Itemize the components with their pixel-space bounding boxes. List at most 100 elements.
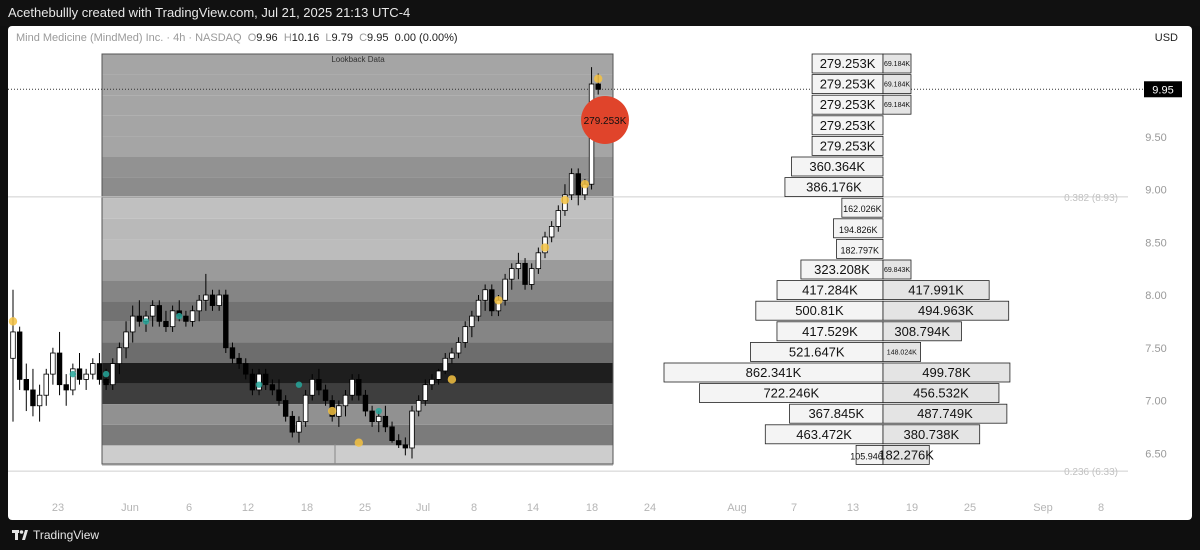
poc-marker-label: 279.253K: [584, 116, 627, 127]
profile-label-left: 862.341K: [746, 365, 802, 380]
tradingview-brand[interactable]: TradingView: [12, 528, 99, 542]
candle-body: [123, 331, 129, 349]
profile-bar-left: [811, 136, 884, 156]
candle-body: [509, 268, 515, 280]
profile-label-right: 148.024K: [887, 349, 917, 356]
candle-body: [296, 421, 302, 433]
candle-body: [469, 315, 475, 328]
lookback-band: [102, 321, 613, 343]
profile-bar-left: [833, 218, 884, 239]
price-tick-label: 7.00: [1145, 396, 1166, 408]
profile-bar-right: [882, 444, 930, 465]
candle-body: [116, 347, 123, 364]
signal-dot: [580, 180, 590, 189]
time-tick-label: 25: [964, 502, 976, 514]
candle-body: [83, 373, 89, 380]
time-tick-label: 24: [644, 502, 656, 514]
volume-profile: 279.253K 69.184K 279.253K 69.184K 279.253K 69…: [663, 53, 1011, 465]
profile-label-right: 69.184K: [884, 102, 910, 109]
profile-label-right: 499.78K: [922, 365, 971, 380]
signal-dot: [594, 74, 603, 83]
top-caption-bar: Acethebullly created with TradingView.co…: [0, 0, 1200, 26]
profile-label-right: 69.184K: [884, 61, 910, 68]
candle-body: [522, 262, 528, 285]
chart-panel[interactable]: Lookback Data 0.382 (8.93) 0.236 (6.33) 2…: [8, 26, 1192, 520]
profile-label-right: 456.532K: [913, 386, 969, 401]
candle-body: [243, 363, 249, 375]
profile-bar-right: [882, 362, 1011, 383]
candle-body: [30, 389, 36, 407]
profile-label-right: 487.749K: [917, 406, 973, 421]
candle-body: [595, 83, 601, 90]
time-tick-label: 6: [186, 502, 192, 514]
candle-body: [502, 278, 508, 301]
chart-canvas[interactable]: Lookback Data 0.382 (8.93) 0.236 (6.33) 2…: [8, 26, 1192, 520]
candle-body: [462, 326, 468, 343]
lookback-band: [102, 342, 613, 363]
candle-body: [110, 363, 116, 386]
candle-body: [356, 378, 362, 396]
candle-body: [402, 444, 409, 449]
profile-label-right: 417.991K: [908, 283, 964, 298]
signal-dot: [560, 195, 570, 205]
signal-dot: [295, 381, 303, 388]
high-label: H: [283, 32, 292, 44]
candle-body: [209, 294, 216, 306]
candle-body: [362, 394, 369, 412]
candle-body: [76, 368, 83, 380]
symbol-legend: Mind Medicine (MindMed) Inc. · 4h · NASD…: [16, 32, 458, 44]
candle-body: [515, 262, 522, 270]
candle-body: [529, 268, 535, 285]
candle-body: [43, 373, 49, 396]
lookback-band: [102, 363, 613, 384]
currency-label[interactable]: USD: [1154, 32, 1178, 44]
profile-bar-left: [811, 115, 884, 136]
lookback-band: [102, 260, 613, 281]
candle-body: [163, 320, 169, 328]
price-tick-label: 9.00: [1145, 185, 1166, 197]
profile-label-left: 417.284K: [802, 283, 858, 298]
candle-body: [70, 368, 76, 391]
time-tick-label: 23: [52, 502, 64, 514]
fib-label: 0.382 (8.93): [1064, 193, 1118, 204]
candle-body: [196, 299, 202, 312]
candle-body: [156, 305, 162, 322]
candle-body: [342, 394, 349, 407]
candle-body: [63, 384, 69, 391]
profile-label-right: 69.843K: [884, 267, 910, 274]
lookback-band: [102, 239, 613, 260]
candle-body: [309, 378, 315, 396]
lookback-band: [102, 280, 613, 302]
profile-label-right: 182.276K: [878, 447, 934, 462]
candle-body: [169, 310, 176, 328]
signal-dot: [328, 406, 337, 416]
signal-dot: [494, 296, 503, 305]
candle-body: [475, 299, 482, 317]
price-tick-label: 7.50: [1145, 343, 1166, 355]
candle-body: [103, 378, 109, 386]
lookback-band: [102, 74, 613, 96]
signal-dot: [102, 370, 110, 378]
lookback-band: [102, 424, 613, 446]
close-value: 9.95: [367, 32, 389, 44]
lookback-band: [102, 136, 613, 157]
signal-dot: [447, 375, 457, 384]
signal-dot: [142, 318, 150, 325]
candle-body: [349, 378, 355, 396]
candle-body: [236, 357, 242, 364]
candle-body: [489, 289, 495, 312]
candle-body: [269, 384, 276, 391]
candle-body: [183, 315, 189, 322]
profile-bar-right: [882, 280, 990, 301]
time-tick-label: Jun: [121, 502, 139, 514]
time-tick-label: 25: [359, 502, 371, 514]
profile-label-left: 722.246K: [763, 386, 819, 401]
profile-label-left: 279.253K: [820, 97, 876, 112]
tradingview-logo-icon: [12, 530, 28, 540]
fib-levels: 0.382 (8.93) 0.236 (6.33): [8, 88, 1144, 478]
candle-body: [90, 363, 96, 375]
candle-body: [50, 352, 56, 375]
price-tick-label: 8.00: [1145, 290, 1166, 302]
candle-body: [149, 305, 156, 317]
time-tick-label: 19: [906, 502, 918, 514]
